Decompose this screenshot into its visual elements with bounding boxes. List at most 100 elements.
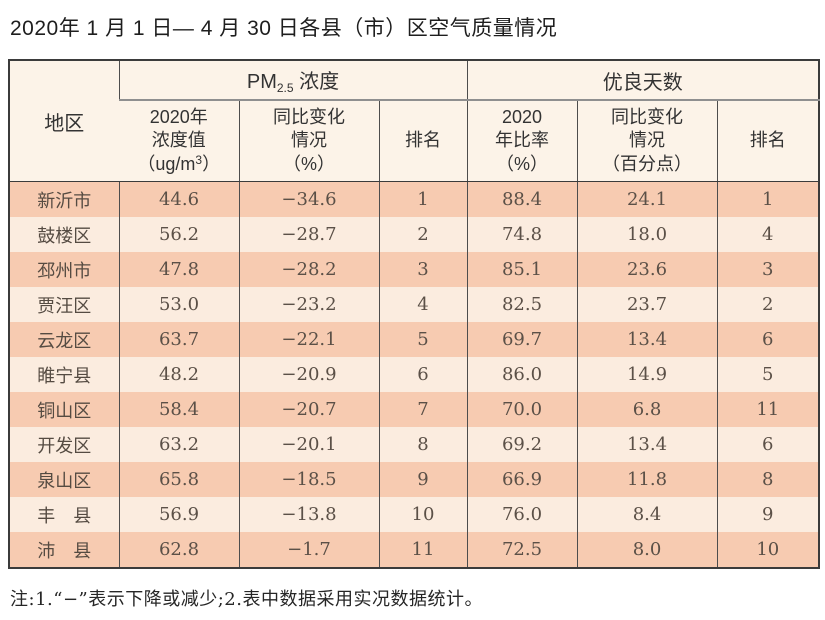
- good-ratio-cell: 76.0: [466, 497, 578, 532]
- pm-value-cell: 48.2: [118, 357, 239, 392]
- header-sub-row: 2020年 浓度值 （ug/m3） 同比变化 情况 （%） 排名 2020 年比…: [9, 100, 820, 182]
- good-rank-cell: 2: [716, 287, 820, 322]
- table-body: 新沂市 44.6 −34.6 1 88.4 24.1 1 鼓楼区 56.2 −2…: [9, 181, 820, 568]
- region-cell: 新沂市: [37, 190, 92, 212]
- good-change-cell: 13.4: [576, 322, 718, 357]
- good-rank-cell: 1: [716, 181, 820, 217]
- good-ratio-cell: 85.1: [466, 252, 578, 287]
- good-rank-cell: 6: [716, 427, 820, 462]
- good-rank-cell: 9: [716, 497, 820, 532]
- pm-value-cell: 47.8: [118, 252, 239, 287]
- good-ratio-cell: 66.9: [466, 462, 578, 497]
- pm-value-cell: 56.2: [118, 217, 239, 252]
- table-row: 开发区 63.2 −20.1 8 69.2 13.4 6: [9, 427, 820, 462]
- good-ratio-header-line1: 2020: [501, 106, 543, 127]
- pm-change-cell: −13.8: [238, 497, 379, 532]
- table-row: 鼓楼区 56.2 −28.7 2 74.8 18.0 4: [9, 217, 820, 252]
- good-change-cell: 23.6: [576, 252, 718, 287]
- pm-value-cell: 63.2: [118, 427, 239, 462]
- good-change-header-line1: 同比变化: [611, 106, 684, 127]
- table-row: 沛 县 62.8 −1.7 11 72.5 8.0 10: [9, 532, 820, 568]
- pm-value-cell: 63.7: [118, 322, 239, 357]
- table-row: 丰 县 56.9 −13.8 10 76.0 8.4 9: [9, 497, 820, 532]
- pm-rank-cell: 6: [378, 357, 468, 392]
- good-change-cell: 8.4: [576, 497, 718, 532]
- good-change-header-line3: （百分点）: [602, 153, 693, 174]
- pm-change-cell: −1.7: [238, 532, 379, 568]
- pm-rank-cell: 10: [378, 497, 468, 532]
- pm-change-cell: −23.2: [238, 287, 379, 322]
- pm-unit-superscript: 3: [195, 152, 203, 167]
- col-group-good-days: 优良天数: [466, 60, 820, 101]
- pm-change-header-line1: 同比变化: [273, 106, 345, 127]
- col-header-pm-rank: 排名: [378, 100, 468, 182]
- pm-change-cell: −18.5: [238, 462, 379, 497]
- pm-change-header-line3: （%）: [282, 153, 335, 174]
- col-header-good-ratio: 2020 年比率 （%）: [466, 100, 578, 182]
- good-change-cell: 18.0: [576, 217, 718, 252]
- header-group-row: 地区 PM2.5 浓度 优良天数: [9, 60, 820, 182]
- good-rank-cell: 4: [716, 217, 820, 252]
- good-ratio-cell: 69.2: [466, 427, 578, 462]
- pm-value-cell: 65.8: [118, 462, 239, 497]
- col-header-pm-change: 同比变化 情况 （%）: [238, 100, 379, 182]
- good-change-cell: 8.0: [576, 532, 718, 568]
- pm-change-cell: −20.7: [238, 392, 379, 427]
- table-row: 泉山区 65.8 −18.5 9 66.9 11.8 8: [9, 462, 820, 497]
- table-row: 睢宁县 48.2 −20.9 6 86.0 14.9 5: [9, 357, 820, 392]
- pm-change-cell: −20.9: [238, 357, 379, 392]
- pm-value-cell: 56.9: [118, 497, 239, 532]
- good-change-cell: 11.8: [576, 462, 718, 497]
- table-row: 贾汪区 53.0 −23.2 4 82.5 23.7 2: [9, 287, 820, 322]
- region-cell: 睢宁县: [37, 365, 92, 387]
- pm-value-cell: 62.8: [118, 532, 239, 568]
- pm-rank-cell: 9: [378, 462, 468, 497]
- region-cell: 铜山区: [37, 400, 92, 422]
- good-ratio-cell: 88.4: [466, 181, 578, 217]
- table-row: 云龙区 63.7 −22.1 5 69.7 13.4 6: [9, 322, 820, 357]
- region-cell: 泉山区: [37, 470, 92, 492]
- pm-rank-cell: 8: [378, 427, 468, 462]
- good-change-header-line2: 情况: [629, 130, 666, 151]
- pm-change-cell: −28.7: [238, 217, 379, 252]
- pm-value-cell: 58.4: [118, 392, 239, 427]
- col-group-pm25: PM2.5 浓度: [118, 60, 468, 101]
- good-ratio-header-line3: （%）: [496, 153, 549, 174]
- page-title: 2020年 1 月 1 日— 4 月 30 日各县（市）区空气质量情况: [10, 17, 558, 40]
- col-header-region: 地区: [9, 60, 119, 182]
- good-rank-cell: 3: [716, 252, 820, 287]
- good-ratio-cell: 82.5: [466, 287, 578, 322]
- region-cell: 云龙区: [37, 330, 92, 352]
- pm-rank-cell: 11: [378, 532, 468, 568]
- region-cell: 开发区: [37, 435, 92, 457]
- col-header-good-change: 同比变化 情况 （百分点）: [576, 100, 718, 182]
- pm-change-cell: −20.1: [238, 427, 379, 462]
- pm-value-header-line2: 浓度值: [151, 130, 206, 151]
- good-rank-cell: 11: [716, 392, 820, 427]
- good-ratio-header-line2: 年比率: [495, 130, 550, 151]
- pm-value-header-unit: （ug/m3）: [119, 153, 239, 176]
- table-row: 新沂市 44.6 −34.6 1 88.4 24.1 1: [9, 181, 820, 217]
- pm25-label-prefix: PM: [246, 71, 277, 93]
- pm-change-cell: −34.6: [238, 181, 379, 217]
- pm-value-header-line1: 2020年: [149, 106, 208, 127]
- col-header-pm-value: 2020年 浓度值 （ug/m3）: [119, 100, 239, 182]
- table-row: 铜山区 58.4 −20.7 7 70.0 6.8 11: [9, 392, 820, 427]
- region-cell: 贾汪区: [37, 295, 92, 317]
- pm-value-cell: 53.0: [118, 287, 239, 322]
- pm-change-cell: −22.1: [238, 322, 379, 357]
- pm25-label-suffix: 浓度: [293, 71, 340, 93]
- table-header: 地区 PM2.5 浓度 优良天数 2020年 浓度值 （ug/m3） 同比变化 …: [9, 60, 820, 182]
- good-ratio-cell: 74.8: [466, 217, 578, 252]
- pm25-label-subscript: 2.5: [276, 81, 294, 95]
- pm-rank-cell: 3: [378, 252, 468, 287]
- table-row: 邳州市 47.8 −28.2 3 85.1 23.6 3: [9, 252, 820, 287]
- air-quality-table: 地区 PM2.5 浓度 优良天数 2020年 浓度值 （ug/m3） 同比变化 …: [8, 59, 821, 569]
- region-cell: 鼓楼区: [37, 225, 92, 247]
- good-rank-cell: 10: [716, 532, 820, 568]
- good-ratio-cell: 86.0: [466, 357, 578, 392]
- pm-rank-cell: 4: [378, 287, 468, 322]
- good-change-cell: 6.8: [576, 392, 718, 427]
- good-ratio-cell: 70.0: [466, 392, 578, 427]
